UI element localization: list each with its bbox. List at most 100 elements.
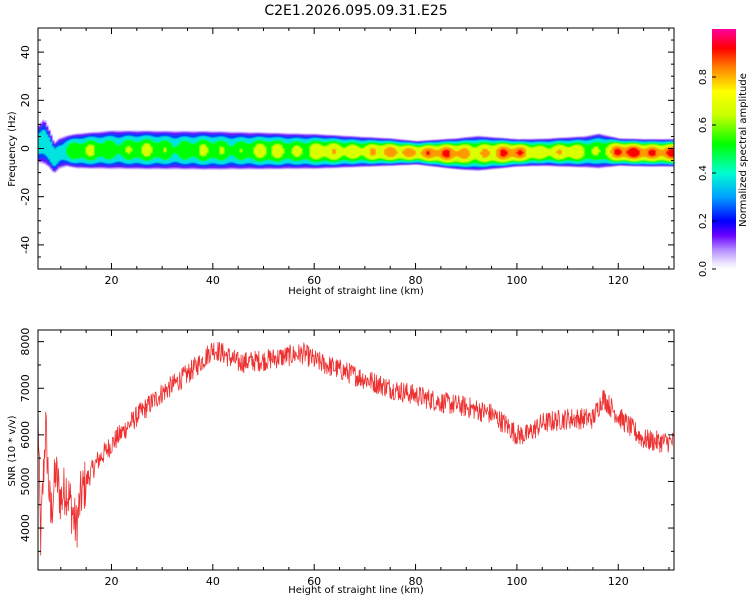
spectrogram-cell	[388, 147, 391, 158]
spectrogram-cell	[136, 142, 139, 158]
spectrogram-cell	[460, 149, 463, 159]
spectrogram-x-tick-label: 80	[409, 274, 423, 287]
spectrogram-cell	[558, 149, 561, 155]
spectrogram-cell	[516, 151, 519, 154]
spectrogram-cell	[398, 146, 401, 159]
spectrogram-ridge	[38, 119, 674, 173]
spectrogram-y-ticks: -40 -20 0 20 40	[19, 27, 674, 270]
spectrogram-cell	[116, 144, 119, 156]
spectrogram-cell	[370, 148, 373, 156]
spectrogram-cell	[144, 144, 147, 156]
spectrogram-cell	[96, 142, 99, 159]
spectrogram-cell	[100, 143, 103, 157]
snr-y-tick-label: 5000	[19, 467, 32, 495]
spectrogram-cell	[378, 145, 381, 159]
spectrogram-cell	[252, 142, 255, 160]
spectrogram-cell	[490, 145, 493, 161]
snr-x-tick-label: 20	[104, 575, 118, 588]
spectrogram-cell	[242, 141, 245, 161]
spectrogram-cell	[620, 149, 623, 155]
spectrogram-cell	[410, 148, 413, 157]
spectrogram-cell	[190, 142, 193, 158]
spectrogram-cell	[394, 148, 397, 156]
spectrogram-cell	[102, 142, 105, 158]
spectrogram-cell	[408, 148, 411, 158]
spectrogram-cell	[222, 147, 225, 154]
spectrogram-cell	[484, 148, 487, 158]
spectrogram-cell	[280, 145, 283, 157]
spectrogram-cell	[68, 144, 71, 158]
spectrogram-cell	[468, 150, 471, 157]
spectrogram-cell	[132, 140, 135, 160]
spectrogram-cell	[276, 144, 279, 158]
spectrogram-cell	[374, 149, 377, 155]
spectrogram-cell	[290, 142, 293, 160]
spectrogram-cell	[186, 140, 189, 160]
spectrogram-cell	[38, 133, 41, 154]
spectrogram-x-tick-label: 60	[307, 274, 321, 287]
spectrogram-cell	[306, 142, 309, 160]
spectrogram-cell	[248, 143, 251, 158]
spectrogram-cell	[658, 148, 661, 157]
spectrogram-cell	[454, 150, 457, 157]
spectrogram-cell	[470, 146, 473, 161]
spectrogram-cell	[586, 144, 589, 160]
spectrogram-cell	[168, 141, 171, 159]
spectrogram-cell	[588, 144, 591, 160]
spectrogram-cell	[566, 147, 569, 157]
spectrogram-cell	[244, 142, 247, 160]
spectrogram-cell	[64, 142, 67, 161]
spectrogram-cell	[384, 149, 387, 155]
spectrogram-cell	[148, 144, 151, 156]
spectrogram-y-tick-label: 40	[19, 45, 32, 59]
spectrogram-cell	[344, 148, 347, 156]
spectrogram-cell	[616, 148, 619, 156]
spectrogram-cell	[504, 149, 507, 157]
spectrogram-cell	[604, 142, 607, 160]
spectrogram-cell	[326, 145, 329, 158]
spectrogram-cell	[382, 145, 385, 159]
spectrogram-cell	[618, 148, 621, 156]
spectrogram-cell	[648, 150, 651, 156]
spectrogram-cell	[40, 131, 43, 154]
spectrogram-cell	[494, 145, 497, 161]
spectrogram-cell	[662, 149, 665, 157]
spectrogram-cell	[130, 148, 133, 152]
spectrogram-cell	[278, 144, 281, 158]
colorbar-tick-label: 0.8	[698, 69, 709, 85]
spectrogram-x-tick-label: 120	[608, 274, 629, 287]
spectrogram-cell	[536, 146, 539, 159]
spectrogram-cell	[198, 140, 201, 161]
spectrogram-cell	[240, 149, 243, 153]
spectrogram-cell	[560, 150, 563, 155]
spectrogram-cell	[258, 143, 261, 158]
spectrogram-cell	[82, 143, 85, 159]
spectrogram-cell	[302, 142, 305, 160]
spectrogram-cell	[88, 145, 91, 156]
spectrogram-cell	[60, 145, 63, 160]
spectrogram-cell	[126, 147, 129, 153]
spectrogram-cell	[268, 141, 271, 161]
spectrogram-cell	[364, 147, 367, 157]
spectrogram-cell	[670, 148, 673, 158]
spectrogram-cell	[392, 147, 395, 157]
spectrogram-cell	[376, 145, 379, 159]
spectrogram-y-tick-label: 0	[19, 145, 32, 152]
spectrogram-cell	[402, 150, 405, 154]
spectrogram-cell	[260, 144, 263, 158]
spectrogram-cell	[656, 147, 659, 158]
spectrogram-cell	[624, 147, 627, 158]
spectrogram-cell	[450, 148, 453, 160]
spectrogram-cell	[472, 147, 475, 160]
spectrogram-cell	[480, 151, 483, 155]
snr-y-tick-label: 8000	[19, 328, 32, 356]
colorbar: 0.0 0.2 0.4 0.6 0.8 Normalized spectral ampl…	[698, 29, 749, 277]
spectrogram-cell	[264, 147, 267, 155]
spectrogram-cell	[50, 141, 53, 163]
spectrogram-cell	[146, 143, 149, 157]
spectrogram-cell	[452, 149, 455, 159]
spectrogram-cell	[110, 140, 113, 160]
spectrogram-cell	[122, 142, 125, 158]
spectrogram-cell	[456, 151, 459, 157]
spectrogram-cell	[650, 149, 653, 157]
